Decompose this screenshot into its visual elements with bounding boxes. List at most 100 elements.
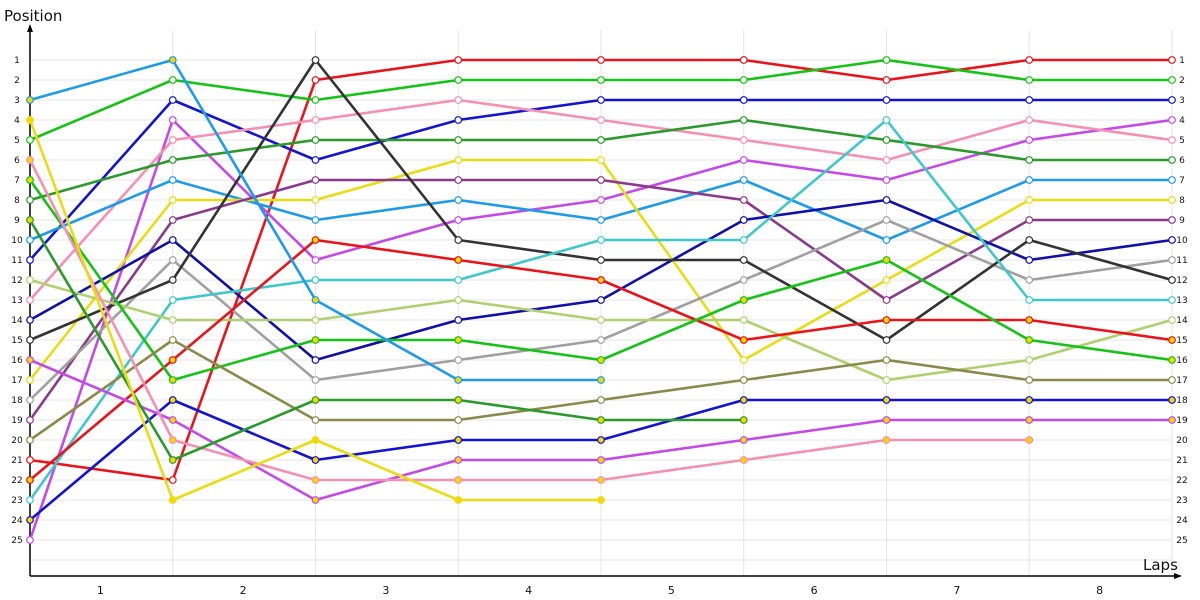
data-point xyxy=(882,236,891,244)
data-point xyxy=(168,476,177,484)
data-point xyxy=(168,276,177,284)
data-point xyxy=(1168,56,1176,64)
data-point xyxy=(454,396,463,404)
data-point xyxy=(311,156,320,164)
data-point xyxy=(454,256,463,264)
y-axis-title: Position xyxy=(4,7,62,25)
data-point xyxy=(311,296,320,304)
x-tick-label: 3 xyxy=(382,584,389,597)
data-point xyxy=(739,96,748,104)
data-point xyxy=(26,316,34,324)
data-point xyxy=(1025,376,1034,384)
y-tick-label-right: 17 xyxy=(1176,376,1187,386)
y-tick-label-right: 5 xyxy=(1179,136,1185,146)
data-point xyxy=(168,256,177,264)
data-point xyxy=(1168,216,1176,224)
data-point xyxy=(1025,176,1034,184)
data-point xyxy=(26,116,34,124)
y-tick-label-left: 20 xyxy=(11,436,23,446)
y-tick-label-right: 14 xyxy=(1176,316,1188,326)
series-5 xyxy=(26,96,1176,304)
data-point xyxy=(739,156,748,164)
data-point xyxy=(597,436,605,444)
y-tick-label-right: 9 xyxy=(1179,216,1185,226)
data-point xyxy=(739,236,748,244)
data-point xyxy=(454,236,463,244)
data-point xyxy=(882,296,891,304)
y-tick-label-right: 1 xyxy=(1179,56,1185,66)
series-6 xyxy=(26,116,1176,204)
x-tick-label: 6 xyxy=(811,584,818,597)
data-point xyxy=(739,316,748,324)
data-point xyxy=(1168,76,1176,84)
data-point xyxy=(454,476,463,484)
data-point xyxy=(1168,356,1176,364)
data-point xyxy=(739,216,748,224)
data-point xyxy=(26,296,34,304)
data-point xyxy=(597,236,605,244)
data-point xyxy=(1025,156,1034,164)
data-point xyxy=(597,396,605,404)
series-2 xyxy=(26,56,1176,144)
data-point xyxy=(311,256,320,264)
data-point xyxy=(597,216,605,224)
data-point xyxy=(1025,56,1034,64)
data-point xyxy=(311,96,320,104)
data-point xyxy=(168,76,177,84)
data-point xyxy=(311,276,320,284)
data-point xyxy=(1025,96,1034,104)
data-point xyxy=(26,376,34,384)
data-point xyxy=(26,476,34,484)
data-point xyxy=(454,116,463,124)
data-point xyxy=(311,376,320,384)
series-20 xyxy=(26,156,1034,484)
y-tick-label-right: 4 xyxy=(1179,116,1185,126)
data-point xyxy=(882,256,891,264)
data-point xyxy=(1025,256,1034,264)
data-point xyxy=(739,376,748,384)
data-point xyxy=(454,496,463,504)
y-tick-label-right: 7 xyxy=(1179,176,1185,186)
data-point xyxy=(1025,76,1034,84)
data-point xyxy=(1168,336,1176,344)
data-point xyxy=(739,456,748,464)
data-point xyxy=(1168,236,1176,244)
data-point xyxy=(1025,196,1034,204)
y-tick-label-right: 8 xyxy=(1179,196,1185,206)
x-tick-label: 4 xyxy=(525,584,532,597)
data-point xyxy=(1025,216,1034,224)
data-point xyxy=(1025,416,1034,424)
data-point xyxy=(1025,136,1034,144)
data-point xyxy=(454,296,463,304)
data-point xyxy=(311,176,320,184)
data-point xyxy=(882,216,891,224)
data-point xyxy=(454,356,463,364)
data-point xyxy=(597,416,605,424)
series-23 xyxy=(26,56,605,384)
data-point xyxy=(168,396,177,404)
y-tick-label-left: 15 xyxy=(11,336,22,346)
data-point xyxy=(739,296,748,304)
data-point xyxy=(26,356,34,364)
data-point xyxy=(739,336,748,344)
data-point xyxy=(597,496,605,504)
y-tick-label-right: 2 xyxy=(1179,76,1185,86)
data-point xyxy=(597,96,605,104)
data-point xyxy=(454,196,463,204)
data-point xyxy=(882,56,891,64)
y-tick-label-right: 16 xyxy=(1176,356,1188,366)
data-point xyxy=(1025,296,1034,304)
data-point xyxy=(1168,196,1176,204)
y-tick-label-left: 22 xyxy=(11,476,22,486)
data-point xyxy=(454,276,463,284)
data-point xyxy=(168,296,177,304)
data-point xyxy=(739,196,748,204)
y-tick-label-left: 7 xyxy=(14,176,20,186)
data-point xyxy=(168,56,177,64)
data-point xyxy=(597,476,605,484)
data-point xyxy=(168,316,177,324)
data-point xyxy=(26,496,34,504)
data-point xyxy=(168,356,177,364)
y-tick-label-right: 10 xyxy=(1176,236,1188,246)
